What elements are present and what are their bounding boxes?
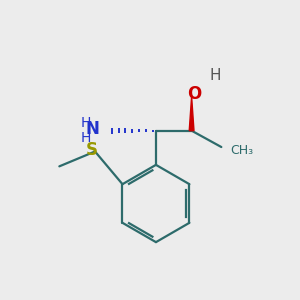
Text: O: O <box>188 85 202 103</box>
Text: S: S <box>85 141 98 159</box>
Text: N: N <box>85 120 99 138</box>
Text: H: H <box>210 68 221 83</box>
Text: H: H <box>81 131 91 145</box>
Polygon shape <box>189 97 194 131</box>
Text: H: H <box>81 116 91 130</box>
Text: CH₃: CH₃ <box>230 143 254 157</box>
